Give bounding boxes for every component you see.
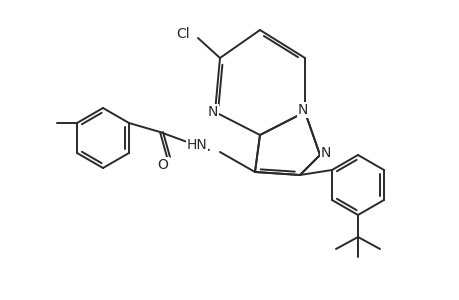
Text: N: N	[207, 105, 218, 119]
Text: N: N	[297, 103, 308, 117]
Text: N: N	[320, 146, 330, 160]
Text: O: O	[157, 158, 168, 172]
Text: HN: HN	[186, 138, 207, 152]
Text: Cl: Cl	[176, 27, 190, 41]
